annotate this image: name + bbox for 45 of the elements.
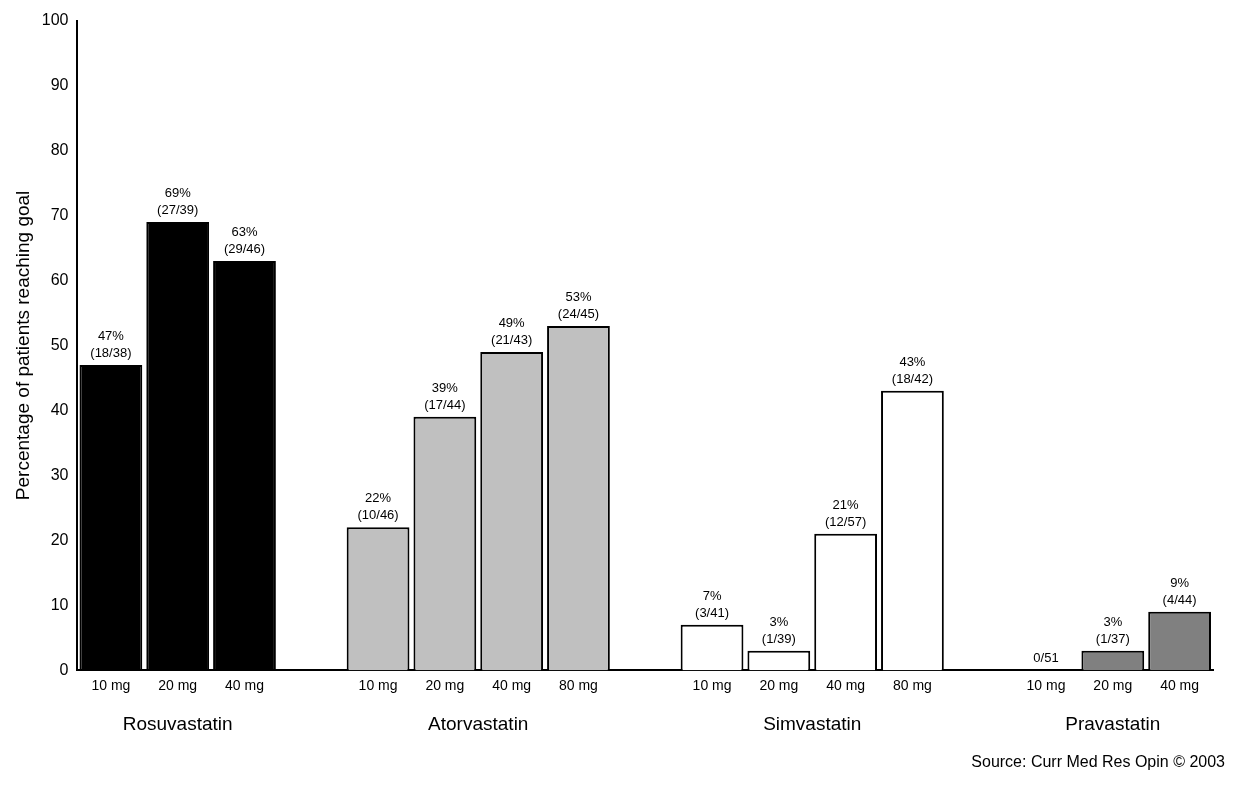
y-tick-label: 10 xyxy=(50,595,69,613)
y-tick-label: 50 xyxy=(50,335,69,353)
y-tick-label: 30 xyxy=(50,465,69,483)
x-tick-label: 40 mg xyxy=(826,677,866,694)
data-label: 3% (1/37) xyxy=(1095,613,1130,646)
y-tick-label: 0 xyxy=(59,660,69,678)
x-tick-label: 10 mg xyxy=(1026,677,1066,694)
y-tick-label: 40 xyxy=(50,400,69,418)
y-tick-label: 90 xyxy=(50,75,69,93)
x-tick-label: 80 mg xyxy=(892,677,932,694)
y-tick-label: 60 xyxy=(50,270,69,288)
x-tick-label: 10 mg xyxy=(358,677,398,694)
data-label: 21% (12/57) xyxy=(825,496,867,529)
y-axis-title: Percentage of patients reaching goal xyxy=(11,190,33,501)
data-label: 63% (29/46) xyxy=(223,223,266,256)
data-label: 69% (27/39) xyxy=(157,184,199,217)
x-tick-label: 40 mg xyxy=(492,677,532,694)
data-label: 39% (17/44) xyxy=(424,379,466,412)
text: Simvastatin xyxy=(763,712,862,734)
data-label: 0/51 xyxy=(1033,650,1059,666)
x-tick-label: 10 mg xyxy=(692,677,732,694)
y-tick-label: 70 xyxy=(50,205,69,223)
text: Rosuvastatin xyxy=(122,712,233,734)
y-tick-label: 80 xyxy=(50,140,69,158)
x-tick-label: 20 mg xyxy=(759,677,799,694)
data-label: 49% (21/43) xyxy=(491,314,533,347)
x-tick-label: 40 mg xyxy=(225,677,264,694)
y-tick-label: 20 xyxy=(50,530,69,548)
y-tick-label: 100 xyxy=(41,11,69,29)
data-label: 43% (18/42) xyxy=(891,353,934,386)
x-tick-label: 10 mg xyxy=(91,677,131,694)
x-tick-label: 20 mg xyxy=(1093,677,1133,694)
text: Atorvastatin xyxy=(428,712,529,734)
data-label: 53% (24/45) xyxy=(557,288,600,321)
text: Pravastatin xyxy=(1065,712,1161,734)
data-label: 9% (4/44) xyxy=(1162,574,1197,607)
x-tick-label: 20 mg xyxy=(425,677,465,694)
x-tick-label: 80 mg xyxy=(558,677,598,694)
source-note: Source: Curr Med Res Opin © 2003 xyxy=(970,753,1226,771)
data-label: 3% (1/39) xyxy=(761,613,796,646)
x-tick-label: 20 mg xyxy=(158,677,198,694)
data-label: 22% (10/46) xyxy=(357,490,399,523)
data-label: 47% (18/38) xyxy=(90,327,132,360)
x-tick-label: 40 mg xyxy=(1160,677,1200,694)
data-label: 7% (3/41) xyxy=(695,587,730,620)
